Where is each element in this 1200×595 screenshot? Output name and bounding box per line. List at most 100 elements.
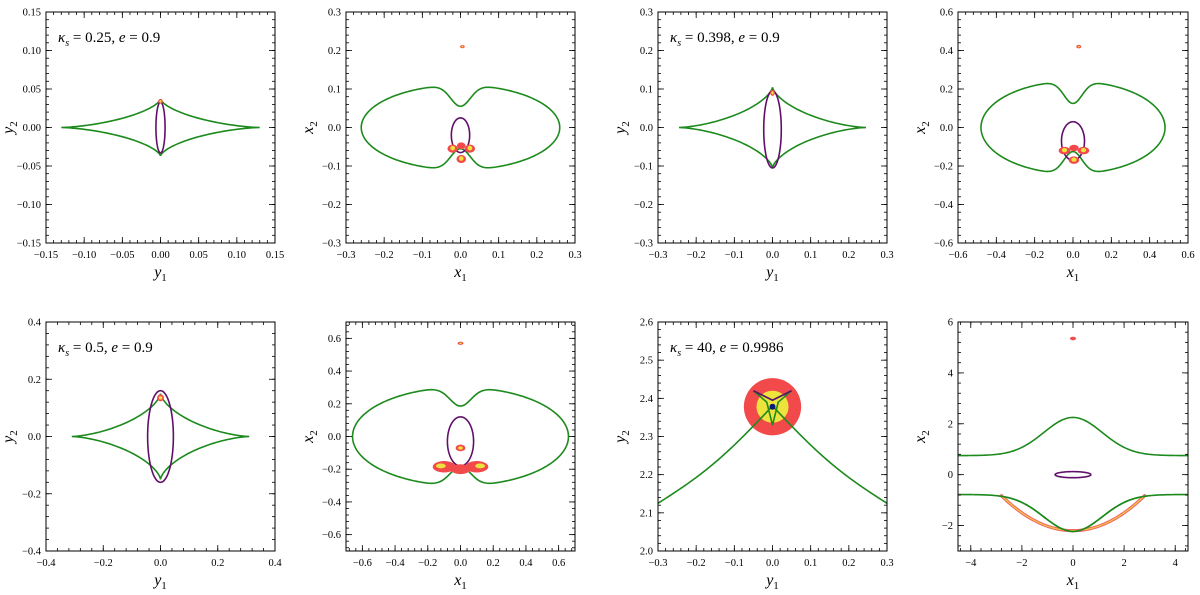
- x-axis-label: y1: [764, 264, 779, 284]
- x-tick-label: 0.15: [266, 250, 284, 261]
- y-tick-label: −0.3: [634, 239, 653, 250]
- y-tick-label: 2.2: [640, 470, 653, 481]
- x-tick-label: 4: [1173, 558, 1179, 569]
- x-tick-label: −0.4: [386, 558, 406, 569]
- x-tick-label: −0.3: [336, 250, 355, 261]
- x-tick-label: −0.05: [110, 250, 134, 261]
- critical-curve: [146, 389, 175, 484]
- y-axis-label: x2: [300, 430, 320, 444]
- x-tick-label: 0.0: [766, 250, 779, 261]
- x-tick-label: 0.05: [189, 250, 207, 261]
- axes-frame: [657, 321, 888, 552]
- lensed-image: [450, 464, 471, 475]
- x-tick-label: −0.6: [948, 250, 967, 261]
- y-tick-label: −0.4: [322, 497, 342, 508]
- y-tick-label: 2.4: [640, 394, 654, 405]
- x-axis-label: y1: [152, 572, 167, 592]
- y-tick-label: −0.10: [17, 200, 41, 211]
- x-axis-label: x1: [1066, 264, 1080, 284]
- x-tick-label: 0.2: [211, 558, 224, 569]
- y-tick-label: 2: [948, 419, 953, 430]
- panel-c-source: −0.4 −0.2 0.0 0.2 0.4 −0.4 −0.2 0.0 0.2 0.4 y1 y2 κs…: [0, 318, 282, 593]
- plot-area: [351, 341, 570, 485]
- x-tick-label: −0.2: [1025, 250, 1044, 261]
- x-tick-label: −0.15: [34, 250, 58, 261]
- y-tick-label: 2.3: [640, 432, 653, 443]
- critical-curve: [1054, 470, 1092, 479]
- y-tick-label: 0.4: [28, 318, 42, 329]
- x-tick-label: 0.4: [1143, 250, 1157, 261]
- caustic-curve: [71, 393, 250, 480]
- y-tick-label: −2: [942, 521, 953, 532]
- panel-a-source: −0.15 −0.10 −0.05 0.00 0.05 0.10 0.15 −0.15 −0.1…: [0, 8, 284, 285]
- plot-area: [360, 45, 561, 169]
- y-axis-label: x2: [300, 121, 320, 135]
- x-axis-label: x1: [453, 264, 467, 284]
- x-tick-label: 0.1: [804, 250, 817, 261]
- x-tick-label: −0.4: [987, 250, 1007, 261]
- panel-a-image: −0.3 −0.2 −0.1 0.0 0.1 0.2 0.3 −0.3 −0.2 −0.1 0.0 0…: [300, 8, 582, 285]
- x-tick-label: 2: [1121, 558, 1126, 569]
- lensed-image-core: [1077, 45, 1080, 48]
- x-tick-label: 0.1: [492, 250, 505, 261]
- y-tick-label: 0.3: [640, 8, 653, 19]
- axes-frame: [957, 11, 1189, 244]
- plot-area: [61, 98, 260, 157]
- y-tick-label: −0.2: [934, 162, 953, 173]
- x-tick-label: −0.3: [648, 250, 667, 261]
- source-core: [158, 396, 163, 400]
- lensed-image: [456, 142, 466, 150]
- y-tick-label: −0.1: [322, 162, 341, 173]
- plot-area: [678, 87, 867, 169]
- x-tick-label: −0.6: [353, 558, 372, 569]
- source-core: [159, 100, 162, 103]
- caustic-curve: [958, 493, 1188, 533]
- x-tick-label: −0.4: [36, 558, 56, 569]
- x-tick-label: −0.1: [725, 558, 744, 569]
- y-tick-label: 0.0: [328, 432, 341, 443]
- axes-frame: [657, 11, 888, 244]
- x-tick-label: 0.2: [530, 250, 543, 261]
- caustic-curve: [980, 82, 1166, 173]
- y-tick-label: −0.2: [634, 200, 653, 211]
- x-axis-label: x1: [1066, 572, 1080, 592]
- caustic-curve: [61, 98, 260, 157]
- source-centre: [769, 403, 776, 410]
- axes-frame: [345, 321, 576, 552]
- panel-d-source: −0.3 −0.2 −0.1 0.0 0.1 0.2 0.3 2.0 2.1 2.2 2.3 2.4 2…: [612, 318, 894, 593]
- x-tick-label: 0.0: [454, 250, 467, 261]
- y-tick-label: 0.15: [23, 8, 41, 19]
- axes-frame: [45, 11, 276, 244]
- lensed-image-core: [458, 156, 464, 161]
- x-tick-label: −0.1: [725, 250, 744, 261]
- plot-area: [658, 378, 887, 504]
- y-tick-label: −0.3: [322, 239, 341, 250]
- x-tick-label: 0.3: [880, 250, 893, 261]
- y-tick-label: 0.2: [640, 46, 653, 57]
- y-axis-label: y2: [0, 430, 20, 445]
- y-tick-label: 0.10: [23, 46, 41, 57]
- x-tick-label: 0.00: [151, 250, 169, 261]
- y-axis-label: y2: [0, 121, 20, 136]
- y-tick-label: −0.1: [634, 162, 653, 173]
- x-tick-label: −0.1: [413, 250, 432, 261]
- y-tick-label: −0.4: [22, 547, 42, 558]
- y-tick-label: 0.4: [940, 46, 954, 57]
- x-tick-label: 0.0: [454, 558, 467, 569]
- y-tick-label: −0.6: [934, 239, 953, 250]
- x-tick-label: −0.3: [648, 558, 667, 569]
- x-tick-label: 0.0: [154, 558, 167, 569]
- x-tick-label: 0.2: [842, 250, 855, 261]
- y-tick-label: 2.1: [640, 508, 653, 519]
- y-tick-label: −0.2: [322, 465, 341, 476]
- x-tick-label: 0.0: [766, 558, 779, 569]
- panel-c-image: −0.6 −0.4 −0.2 0.0 0.2 0.4 0.6 −0.6 −0.4 −0.2 0.0 0…: [300, 321, 576, 592]
- critical-curve: [446, 416, 475, 467]
- x-tick-label: 0.4: [268, 558, 282, 569]
- y-tick-label: −0.4: [934, 200, 954, 211]
- x-tick-label: −0.2: [687, 558, 706, 569]
- x-tick-label: −0.10: [72, 250, 96, 261]
- y-tick-label: 0.00: [23, 123, 41, 134]
- y-tick-label: 0.2: [940, 85, 953, 96]
